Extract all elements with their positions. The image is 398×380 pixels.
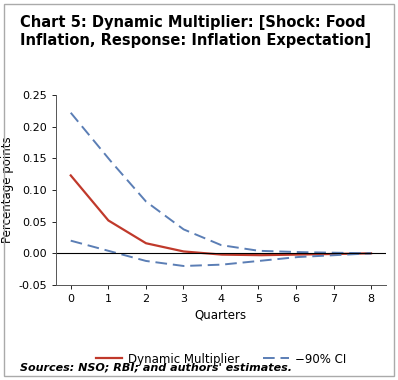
Y-axis label: Percentage points: Percentage points — [1, 137, 14, 243]
X-axis label: Quarters: Quarters — [195, 308, 247, 321]
Legend: Dynamic Multiplier, −90% CI: Dynamic Multiplier, −90% CI — [91, 348, 351, 370]
Text: Sources: NSO; RBI; and authors' estimates.: Sources: NSO; RBI; and authors' estimate… — [20, 363, 292, 372]
Text: Chart 5: Dynamic Multiplier: [Shock: Food
Inflation, Response: Inflation Expecta: Chart 5: Dynamic Multiplier: [Shock: Foo… — [20, 15, 371, 48]
